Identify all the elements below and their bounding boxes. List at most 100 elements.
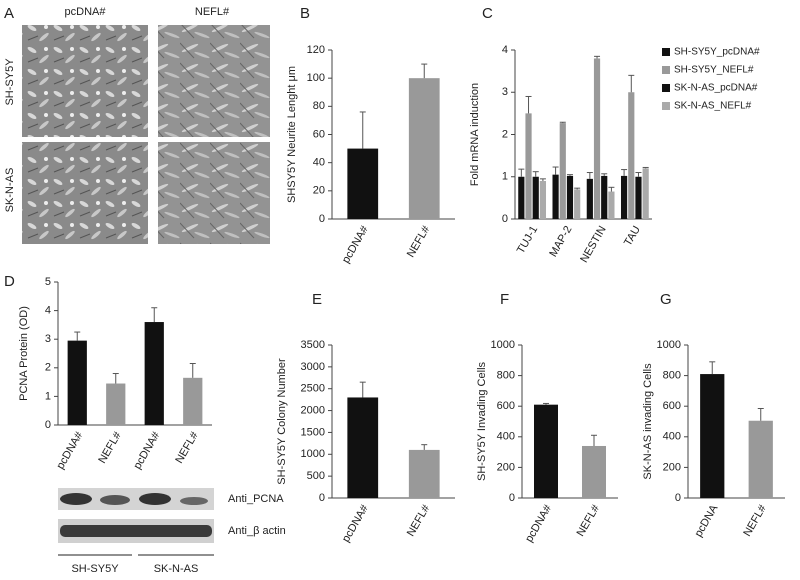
bar — [525, 113, 532, 219]
micrograph — [158, 25, 270, 137]
y-axis-label: SHSY5Y Neurite Lenght μm — [286, 66, 298, 203]
legend-swatch — [662, 84, 670, 92]
x-tick-label: pcDNA# — [54, 429, 85, 471]
blot-band — [60, 493, 92, 505]
group-label: SK-N-AS — [154, 563, 199, 575]
bar — [518, 176, 525, 219]
bar — [642, 168, 649, 219]
legend-swatch — [662, 48, 670, 56]
panel-letter: A — [4, 5, 14, 22]
row-label: SK-N-AS — [4, 168, 16, 213]
y-axis-label: SH-SY5Y Colony Number — [276, 358, 288, 485]
bar — [67, 340, 87, 425]
y-tick-label: 2500 — [301, 383, 325, 395]
panel-letter: B — [300, 5, 310, 22]
x-tick-label: NEFL# — [741, 502, 769, 538]
x-tick-label: TUJ-1 — [515, 224, 540, 256]
y-tick-label: 1000 — [657, 339, 681, 351]
micrograph — [22, 142, 148, 244]
bar — [608, 191, 615, 219]
y-tick-label: 2 — [45, 362, 51, 374]
panel-letter: E — [312, 291, 322, 308]
y-tick-label: 80 — [313, 100, 325, 112]
y-axis-label: SK-N-AS invading Cells — [642, 363, 654, 480]
y-tick-label: 1000 — [301, 448, 325, 460]
y-tick-label: 200 — [663, 461, 681, 473]
legend-label: SH-SY5Y_NEFL# — [674, 65, 754, 76]
x-tick-label: NEFL# — [405, 502, 433, 538]
y-tick-label: 600 — [663, 400, 681, 412]
panel-letter: F — [500, 291, 509, 308]
micrograph — [158, 142, 270, 244]
bar — [183, 377, 203, 425]
y-tick-label: 0 — [319, 213, 325, 225]
column-label: NEFL# — [195, 6, 230, 18]
bar — [582, 445, 606, 498]
legend-label: SH-SY5Y_pcDNA# — [674, 47, 760, 58]
micrograph — [22, 25, 148, 137]
y-tick-label: 800 — [497, 370, 515, 382]
blot-label: Anti_PCNA — [228, 493, 284, 505]
bar — [347, 148, 379, 219]
y-tick-label: 1 — [45, 390, 51, 402]
blot-band — [180, 497, 208, 505]
blot-label: Anti_β actin — [228, 525, 286, 537]
x-tick-label: pcDNA — [693, 502, 721, 539]
x-tick-label: NEFL# — [96, 429, 124, 465]
bar — [593, 58, 601, 220]
x-tick-label: pcDNA# — [340, 223, 371, 265]
y-tick-label: 0 — [319, 492, 325, 504]
x-tick-label: pcDNA# — [340, 502, 371, 544]
y-tick-label: 3 — [502, 86, 508, 98]
y-tick-label: 0 — [509, 492, 515, 504]
y-axis-label: SH-SY5Y Invading Cells — [476, 361, 488, 481]
bar — [748, 420, 773, 498]
y-tick-label: 400 — [663, 431, 681, 443]
y-tick-label: 40 — [313, 157, 325, 169]
y-axis-label: Fold mRNA induction — [469, 83, 481, 186]
y-tick-label: 20 — [313, 185, 325, 197]
legend-swatch — [662, 102, 670, 110]
bar — [408, 78, 440, 220]
bar — [408, 449, 440, 498]
bar — [566, 175, 574, 219]
y-tick-label: 5 — [45, 276, 51, 288]
bar — [601, 175, 608, 219]
y-tick-label: 0 — [675, 492, 681, 504]
y-tick-label: 3500 — [301, 339, 325, 351]
x-tick-label: TAU — [622, 224, 643, 248]
y-tick-label: 1000 — [491, 339, 515, 351]
legend-label: SK-N-AS_pcDNA# — [674, 83, 758, 94]
bar — [559, 123, 566, 219]
bar — [539, 180, 547, 219]
y-tick-label: 400 — [497, 431, 515, 443]
blot-band — [100, 495, 130, 505]
bar — [635, 176, 642, 219]
y-tick-label: 120 — [307, 44, 325, 56]
bar — [347, 397, 379, 498]
y-tick-label: 4 — [45, 305, 51, 317]
y-tick-label: 2000 — [301, 404, 325, 416]
x-tick-label: pcDNA# — [523, 502, 554, 544]
y-tick-label: 4 — [502, 44, 508, 56]
panel-letter: D — [4, 273, 15, 290]
blot-band — [60, 525, 212, 537]
group-label: SH-SY5Y — [71, 563, 119, 575]
y-tick-label: 0 — [45, 419, 51, 431]
panel-letter: C — [482, 5, 493, 22]
bar — [700, 374, 725, 498]
y-tick-label: 3000 — [301, 361, 325, 373]
blot-strip — [58, 488, 214, 510]
panel-letter: G — [660, 291, 672, 308]
row-label: SH-SY5Y — [4, 58, 16, 106]
y-axis-label: PCNA Protein (OD) — [18, 306, 30, 401]
y-tick-label: 1 — [502, 171, 508, 183]
x-tick-label: NEFL# — [575, 502, 603, 538]
bar — [586, 178, 593, 219]
bar — [144, 322, 164, 425]
y-tick-label: 0 — [502, 213, 508, 225]
bar — [620, 175, 628, 219]
y-tick-label: 100 — [307, 72, 325, 84]
y-tick-label: 600 — [497, 400, 515, 412]
